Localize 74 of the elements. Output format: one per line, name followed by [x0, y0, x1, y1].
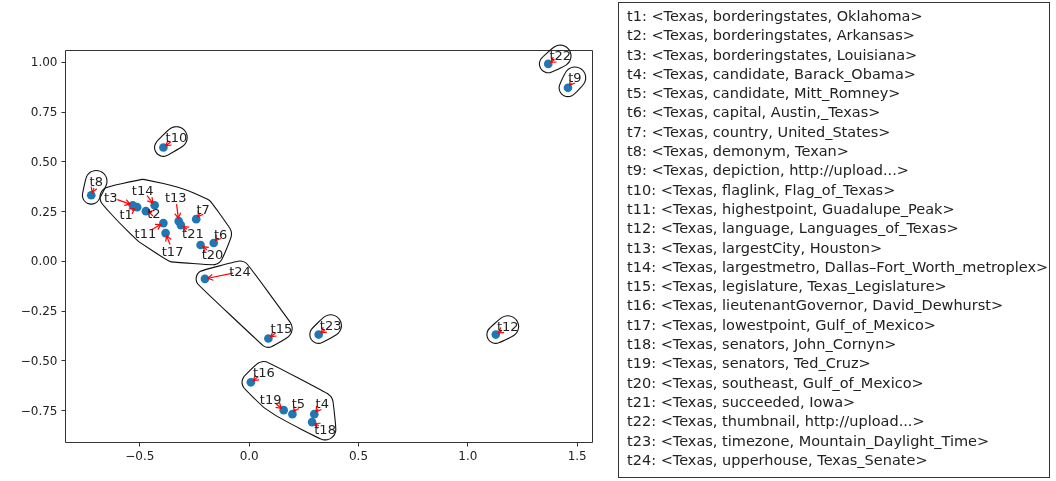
x-tick-label: 1.5 [567, 448, 587, 463]
point [86, 190, 96, 200]
point [159, 143, 168, 152]
text: t12: <Texas, language, Languages_of_Texas> [627, 219, 960, 239]
text: t23: <Texas, timezone, Mountain_Daylight_Time> [627, 431, 991, 451]
annotation: t16 [253, 364, 275, 380]
text: t21: <Texas, succeeded, Iowa> [627, 392, 857, 412]
annotation: t19 [259, 391, 282, 407]
text: t8: <Texas, demonym, Texan> [627, 142, 850, 162]
annotation: t20 [201, 246, 224, 262]
annotation: t5 [291, 395, 306, 411]
y-tick-label: −0.25 [20, 304, 58, 319]
annotation: t4 [315, 395, 329, 411]
text: t24: <Texas, upperhouse, Texas_Senate> [627, 450, 929, 470]
y-tick-label: 0.25 [30, 204, 58, 219]
annotation: t3 [104, 189, 118, 205]
point [196, 240, 205, 250]
text: t15: <Texas, legislature, Texas_Legislature> [627, 277, 948, 297]
text: t17: <Texas, lowestpoint, Gulf_of_Mexico> [627, 315, 937, 335]
point [246, 377, 256, 387]
annotation: t15 [270, 321, 293, 337]
y-tick-label: −0.75 [20, 403, 58, 418]
point [161, 228, 170, 238]
text: t9: <Texas, depiction, http://upload...> [627, 161, 910, 181]
annotation: t6 [214, 226, 228, 242]
annotation: t1 [119, 206, 133, 222]
x-tick-label: 0.0 [239, 448, 259, 463]
point [491, 330, 501, 339]
annotation: t24 [229, 264, 251, 280]
x-tick-label: 1.0 [458, 448, 478, 463]
annotation: t17 [161, 243, 184, 259]
annotation: t8 [89, 173, 103, 189]
x-tick-label: 0.5 [348, 448, 369, 463]
point [288, 409, 297, 419]
annotation: t7 [196, 201, 210, 217]
annotation: t18 [314, 421, 336, 437]
text: t6: <Texas, capital, Austin,_Texas> [627, 103, 882, 123]
point [279, 405, 288, 415]
y-tick-label: 0.50 [30, 154, 58, 169]
text: t5: <Texas, candidate, Mitt_Romney> [627, 84, 902, 104]
text: t7: <Texas, country, United_States> [627, 122, 892, 142]
annotation: t14 [131, 182, 154, 198]
annotation: t11 [134, 225, 157, 241]
point [159, 218, 168, 228]
text: t2: <Texas, borderingstates, Arkansas> [627, 26, 916, 46]
text: t4: <Texas, candidate, Barack_Obama> [627, 64, 917, 84]
annotation: t2 [147, 205, 161, 221]
annotation: t12 [496, 319, 519, 335]
text: t19: <Texas, senators, Ted_Cruz> [627, 354, 872, 374]
annotation: t22 [549, 48, 572, 64]
text: t11: <Texas, highestpoint, Guadalupe_Peak> [627, 199, 956, 219]
x-tick-label: −0.5 [125, 448, 155, 463]
text: t16: <Texas, lieutenantGovernor, David_Dewhurst> [627, 296, 1005, 316]
annotation: t23 [319, 318, 342, 334]
y-tick-label: 1.00 [30, 55, 58, 70]
text: t22: <Texas, thumbnail, http://upload...> [627, 412, 926, 432]
text: t18: <Texas, senators, John_Cornyn> [627, 335, 898, 355]
y-tick-label: 0.75 [30, 105, 58, 120]
text: t20: <Texas, southeast, Gulf_of_Mexico> [627, 373, 925, 393]
point [314, 330, 323, 339]
y-tick-label: 0.00 [30, 254, 58, 269]
text: t3: <Texas, borderingstates, Louisiana> [627, 45, 919, 65]
text: t10: <Texas, flaglink, Flag_of_Texas> [627, 180, 897, 200]
text: t1: <Texas, borderingstates, Oklahoma> [627, 7, 924, 26]
y-tick-label: −0.50 [20, 353, 58, 368]
point [264, 334, 273, 343]
annotation: t9 [568, 70, 582, 86]
annotation: t21 [182, 225, 204, 241]
annotation: t10 [165, 130, 188, 145]
annotation: t13 [164, 189, 187, 205]
text: t14: <Texas, largestmetro, Dallas–Fort_Worth_metroplex> [627, 257, 1049, 277]
point [209, 238, 219, 248]
point [150, 200, 159, 210]
text: t13: <Texas, largestCity, Houston> [627, 238, 884, 258]
